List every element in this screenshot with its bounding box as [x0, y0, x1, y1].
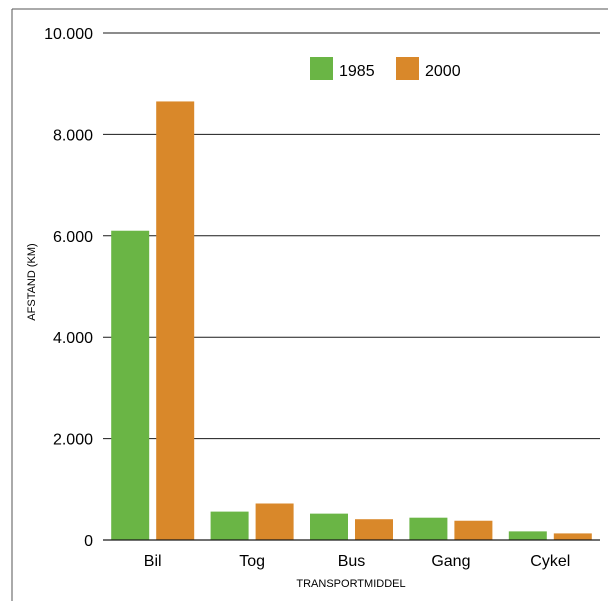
- bar-cykel-2000: [553, 533, 592, 540]
- bar-cykel-1985: [508, 531, 547, 540]
- legend-swatch: [396, 57, 419, 80]
- y-tick-label: 4.000: [53, 330, 93, 347]
- y-tick-label: 2.000: [53, 432, 93, 449]
- y-tick-label: 8.000: [53, 127, 93, 144]
- bar-tog-1985: [210, 511, 249, 540]
- bar-tog-2000: [255, 503, 294, 540]
- bar-bil-1985: [111, 230, 150, 541]
- bar-bus-1985: [310, 513, 348, 540]
- legend-label: 1985: [339, 63, 375, 80]
- x-tick-label: Gang: [431, 553, 470, 570]
- y-tick-label: 10.000: [44, 26, 93, 43]
- bar-bus-2000: [355, 519, 393, 540]
- x-tick-label: Bil: [144, 553, 162, 570]
- legend-label: 2000: [425, 63, 461, 80]
- y-tick-label: 6.000: [53, 229, 93, 246]
- bar-gang-2000: [454, 520, 493, 540]
- y-axis-title: AFSTAND (KM): [26, 243, 38, 320]
- legend-swatch: [310, 57, 333, 80]
- y-tick-label: 0: [84, 533, 93, 550]
- bar-bil-2000: [156, 101, 195, 540]
- x-axis-title: TRANSPORTMIDDEL: [296, 578, 405, 590]
- x-tick-label: Bus: [338, 553, 366, 570]
- x-tick-label: Tog: [239, 553, 265, 570]
- bar-gang-1985: [409, 517, 448, 540]
- x-tick-label: Cykel: [530, 553, 570, 570]
